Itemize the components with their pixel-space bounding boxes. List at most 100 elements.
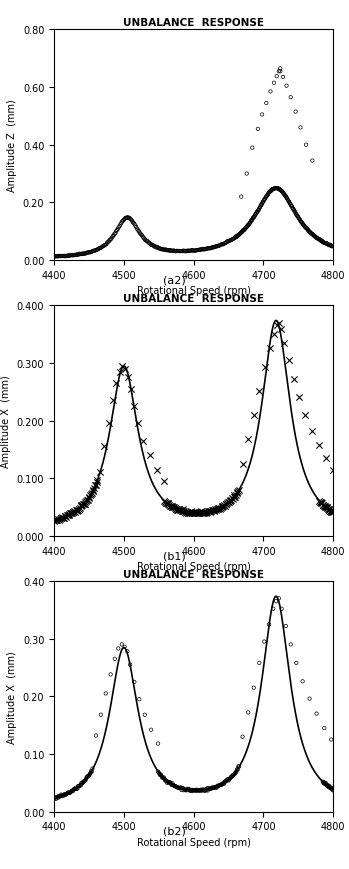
Point <box>255 205 260 219</box>
Point <box>276 65 282 79</box>
Point <box>198 505 204 519</box>
Point <box>267 186 273 200</box>
Point <box>62 250 68 264</box>
Point <box>154 241 159 255</box>
Point <box>205 505 211 519</box>
Point <box>195 783 201 797</box>
Point <box>281 187 287 201</box>
Point <box>260 196 266 209</box>
Point <box>165 498 170 512</box>
Point <box>169 778 174 792</box>
Point <box>88 246 93 260</box>
Point <box>80 248 85 262</box>
Point <box>317 494 322 508</box>
Point <box>329 240 335 254</box>
Point <box>108 667 113 681</box>
Point <box>168 244 174 258</box>
Point <box>328 781 333 795</box>
Point <box>224 773 230 786</box>
Point <box>201 506 207 520</box>
Point <box>321 775 327 789</box>
Point <box>170 776 175 790</box>
Point <box>57 512 62 526</box>
Point <box>158 242 164 256</box>
Point <box>202 784 208 798</box>
Point <box>167 775 173 789</box>
Point <box>233 488 239 502</box>
Point <box>77 248 83 262</box>
Point <box>147 237 153 251</box>
Point <box>174 244 179 258</box>
Title: UNBALANCE  RESPONSE: UNBALANCE RESPONSE <box>123 294 264 304</box>
Point <box>290 202 295 216</box>
Point <box>287 197 293 211</box>
Point <box>172 245 178 259</box>
Point <box>59 789 65 803</box>
Point <box>292 205 297 219</box>
Point <box>288 638 294 652</box>
Point <box>250 213 255 227</box>
Point <box>61 788 67 802</box>
Point <box>153 240 158 254</box>
Y-axis label: Amplitude X  (mm): Amplitude X (mm) <box>1 375 11 468</box>
Point <box>328 240 334 254</box>
Point <box>184 784 190 798</box>
Point <box>285 193 290 207</box>
Point <box>263 96 269 110</box>
Point <box>72 782 77 796</box>
Point <box>296 211 301 225</box>
Point <box>228 494 233 507</box>
Point <box>73 781 79 795</box>
Point <box>254 206 260 220</box>
Point <box>159 243 165 257</box>
Point <box>194 244 199 258</box>
Point <box>109 231 115 245</box>
Point <box>275 182 281 196</box>
Point <box>85 494 90 507</box>
Point <box>272 182 277 196</box>
Point <box>170 501 175 514</box>
Point <box>231 489 237 503</box>
Point <box>83 494 89 508</box>
Point <box>206 782 212 796</box>
Point <box>58 250 64 264</box>
Point <box>196 784 202 798</box>
Point <box>220 500 225 514</box>
Point <box>282 189 288 202</box>
Point <box>322 777 327 791</box>
Point <box>80 776 86 790</box>
Point <box>84 770 90 784</box>
Point <box>102 440 107 454</box>
Point <box>94 243 100 257</box>
Point <box>92 245 97 259</box>
Point <box>193 506 199 520</box>
Point <box>314 706 319 720</box>
Point <box>213 780 218 794</box>
Point <box>53 514 59 527</box>
Point <box>260 196 265 210</box>
Point <box>220 238 225 252</box>
Point <box>228 494 234 507</box>
Point <box>324 452 329 466</box>
Point <box>315 232 321 246</box>
Point <box>327 239 332 253</box>
Point <box>190 244 195 258</box>
Point <box>97 466 103 480</box>
Point <box>279 185 284 199</box>
Point <box>157 242 162 256</box>
Point <box>77 779 83 793</box>
Point <box>304 222 309 236</box>
Point <box>150 239 156 253</box>
Point <box>212 241 218 255</box>
Point <box>69 784 74 798</box>
Point <box>207 505 213 519</box>
Point <box>190 783 195 797</box>
Point <box>196 507 202 521</box>
Point <box>121 214 126 228</box>
Point <box>327 505 333 519</box>
Point <box>307 692 312 706</box>
Point <box>70 249 76 263</box>
Point <box>221 499 227 513</box>
Point <box>299 216 305 230</box>
Point <box>324 237 329 251</box>
